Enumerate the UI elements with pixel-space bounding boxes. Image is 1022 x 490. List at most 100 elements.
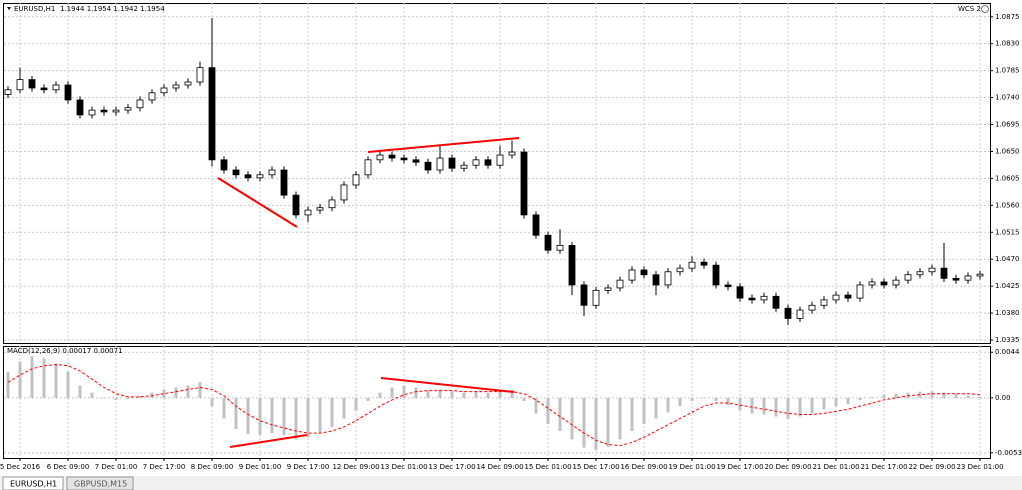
candle-body	[40, 87, 48, 91]
candle-body	[928, 267, 936, 273]
macd-bar	[486, 392, 490, 398]
macd-bar	[882, 394, 886, 398]
y-tick-label: 1.0605	[995, 174, 1020, 182]
macd-bar	[702, 397, 706, 399]
y-tick-label: 1.0380	[995, 309, 1020, 317]
macd-bar	[450, 391, 454, 398]
macd-bar	[786, 397, 790, 419]
y-tick-label: 1.0695	[995, 121, 1020, 129]
candle-body	[820, 299, 828, 306]
candle-body	[376, 154, 384, 161]
candle-body	[412, 159, 420, 163]
macd-bar	[810, 397, 814, 414]
macd-bar	[738, 397, 742, 411]
candle-body	[496, 154, 504, 166]
macd-bar	[54, 363, 58, 398]
badge: WCS 2	[958, 5, 981, 13]
macd-bar	[822, 397, 826, 410]
macd-bar	[186, 385, 190, 398]
candle-body	[196, 67, 204, 83]
x-tick-label: 9 Dec 17:00	[287, 463, 330, 471]
tab-bar	[0, 476, 1022, 490]
price-panel	[3, 3, 991, 344]
macd-bar	[390, 387, 394, 398]
candle-body	[4, 89, 12, 95]
candle-body	[952, 277, 960, 281]
candle-body	[232, 169, 240, 176]
macd-bar	[690, 397, 694, 401]
x-tick-label: 5 Dec 2016	[0, 463, 41, 471]
candle-body	[484, 159, 492, 166]
macd-bar	[534, 397, 538, 414]
tab[interactable]	[2, 476, 64, 490]
candle-body	[448, 157, 456, 169]
candle-body	[100, 109, 108, 113]
macd-bar	[162, 389, 166, 398]
candle-body	[160, 87, 168, 94]
trend-line	[217, 177, 298, 228]
macd-bar	[870, 396, 874, 398]
candle-body	[652, 274, 660, 286]
candle-body	[940, 267, 948, 279]
candle-body	[592, 289, 600, 306]
candle-body	[688, 261, 696, 269]
candle-body	[424, 161, 432, 171]
x-tick-label: 8 Dec 09:00	[191, 463, 234, 471]
y-tick-label: 0.0044	[995, 348, 1020, 356]
x-tick-label: 14 Dec 09:00	[476, 463, 523, 471]
candle-body	[388, 154, 396, 159]
candle-body	[256, 174, 264, 179]
macd-bar	[966, 395, 970, 398]
macd-bar	[606, 397, 610, 447]
macd-bar	[630, 397, 634, 432]
tab[interactable]	[66, 476, 134, 490]
macd-panel	[3, 346, 991, 459]
candle-body	[184, 81, 192, 86]
macd-bar	[378, 392, 382, 398]
candle-body	[520, 151, 528, 216]
candle-body	[304, 209, 312, 216]
macd-bar	[678, 397, 682, 407]
candle-body	[352, 174, 360, 186]
candle-body	[328, 199, 336, 209]
candle-body	[280, 169, 288, 196]
candle-body	[856, 284, 864, 299]
macd-bar	[366, 397, 370, 401]
candle-body	[64, 84, 72, 101]
x-tick-label: 23 Dec 01:00	[956, 463, 1003, 471]
x-tick-label: 15 Dec 01:00	[524, 463, 571, 471]
y-tick-label: 1.0515	[995, 228, 1020, 236]
x-tick-label: 16 Dec 09:00	[620, 463, 667, 471]
candle-body	[532, 214, 540, 236]
candle-body	[760, 295, 768, 301]
macd-bar	[318, 397, 322, 434]
x-tick-label: 20 Dec 09:00	[764, 463, 811, 471]
macd-bar	[762, 397, 766, 415]
macd-bar	[894, 393, 898, 398]
candle-body	[832, 294, 840, 301]
y-tick-label: 1.0875	[995, 13, 1020, 21]
macd-bar	[246, 397, 250, 435]
x-tick-label: 6 Dec 09:00	[47, 463, 90, 471]
candle-body	[844, 294, 852, 299]
indicator-title: MACD(12,26,9) 0.00017 0.00071	[7, 347, 123, 355]
tab-label[interactable]: GBPUSD,M15	[74, 480, 127, 489]
candle-body	[52, 84, 60, 91]
macd-bar	[942, 392, 946, 398]
candle-body	[892, 279, 900, 286]
x-tick-label: 13 Dec 01:00	[380, 463, 427, 471]
macd-bar	[198, 382, 202, 398]
x-tick-label: 19 Dec 01:00	[668, 463, 715, 471]
candle-body	[508, 151, 516, 156]
candle-body	[784, 307, 792, 319]
tab-label[interactable]: EURUSD,H1	[10, 480, 57, 489]
macd-bar	[174, 387, 178, 398]
macd-bar	[750, 397, 754, 414]
macd-bar	[798, 397, 802, 417]
candle-body	[16, 79, 24, 91]
macd-bar	[774, 397, 778, 417]
candle-body	[712, 264, 720, 286]
